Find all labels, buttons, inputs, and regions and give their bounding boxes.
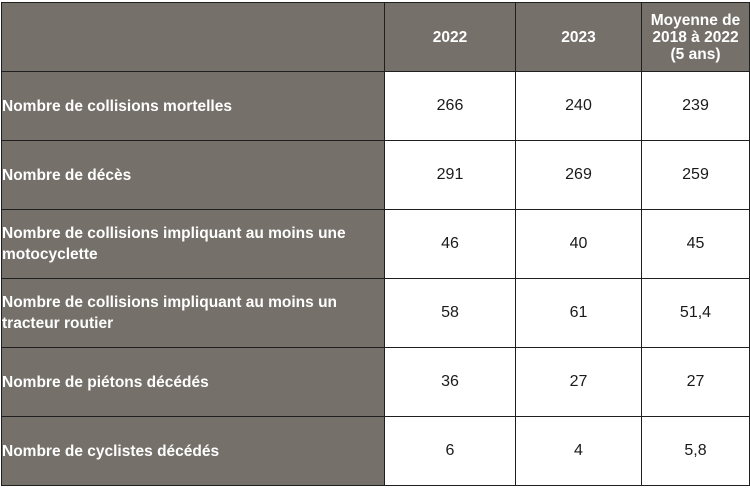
cell-2023: 40	[515, 209, 642, 279]
header-2022: 2022	[384, 2, 516, 72]
cell-2022: 58	[384, 278, 516, 348]
row-label-collisions-mortelles: Nombre de collisions mortelles	[1, 71, 385, 141]
table-row: Nombre de collisions impliquant au moins…	[1, 209, 750, 279]
header-2023: 2023	[515, 2, 642, 72]
cell-average: 5,8	[641, 416, 750, 486]
cell-2022: 46	[384, 209, 516, 279]
cell-average: 259	[641, 140, 750, 210]
table-header-row: 2022 2023 Moyenne de 2018 à 2022 (5 ans)	[1, 2, 750, 72]
cell-average: 45	[641, 209, 750, 279]
cell-2022: 291	[384, 140, 516, 210]
table-row: Nombre de collisions mortelles 266 240 2…	[1, 71, 750, 141]
table-row: Nombre de cyclistes décédés 6 4 5,8	[1, 416, 750, 486]
row-label-pietons: Nombre de piétons décédés	[1, 347, 385, 417]
header-average-line-1: Moyenne de	[650, 11, 741, 29]
row-label-tracteur-routier: Nombre de collisions impliquant au moins…	[1, 278, 385, 348]
cell-2023: 27	[515, 347, 642, 417]
cell-2023: 269	[515, 140, 642, 210]
table-row: Nombre de piétons décédés 36 27 27	[1, 347, 750, 417]
cell-2023: 4	[515, 416, 642, 486]
header-average-2018-2022: Moyenne de 2018 à 2022 (5 ans)	[641, 2, 750, 72]
row-label-cyclistes: Nombre de cyclistes décédés	[1, 416, 385, 486]
header-corner-cell	[1, 2, 385, 72]
cell-2022: 266	[384, 71, 516, 141]
cell-2022: 36	[384, 347, 516, 417]
header-average-line-2: 2018 à 2022	[652, 28, 739, 46]
row-label-motocyclette: Nombre de collisions impliquant au moins…	[1, 209, 385, 279]
table-row: Nombre de collisions impliquant au moins…	[1, 278, 750, 348]
row-label-deces: Nombre de décès	[1, 140, 385, 210]
header-average-line-3: (5 ans)	[670, 45, 721, 63]
cell-average: 51,4	[641, 278, 750, 348]
cell-2023: 61	[515, 278, 642, 348]
cell-2022: 6	[384, 416, 516, 486]
cell-2023: 240	[515, 71, 642, 141]
cell-average: 239	[641, 71, 750, 141]
table-row: Nombre de décès 291 269 259	[1, 140, 750, 210]
cell-average: 27	[641, 347, 750, 417]
